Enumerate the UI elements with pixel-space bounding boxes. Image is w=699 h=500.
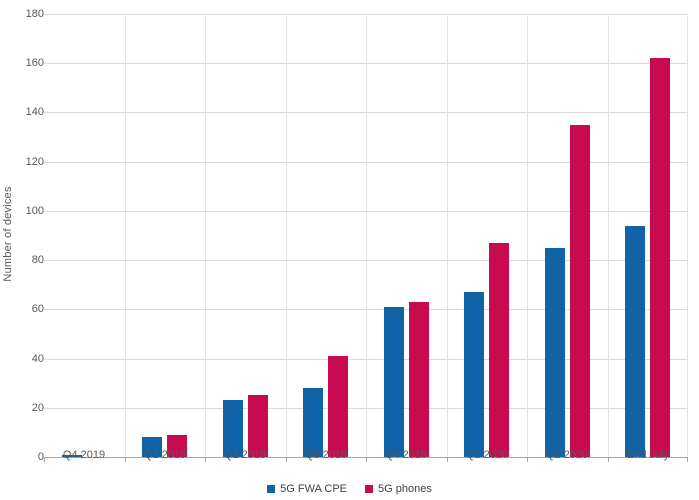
- category-separator: [366, 14, 367, 457]
- bar-5g-fwa-cpe: [303, 388, 323, 457]
- bar-5g-fwa-cpe: [384, 307, 404, 457]
- bar-5g-fwa-cpe: [62, 455, 82, 457]
- category-separator: [125, 14, 126, 457]
- category-separator: [527, 14, 528, 457]
- x-tick-label: Q4 2019: [384, 449, 428, 461]
- x-tick-mark: [527, 457, 528, 462]
- y-tick-label: 0: [37, 451, 44, 463]
- legend-label-5g-fwa-cpe: 5G FWA CPE: [280, 483, 347, 495]
- x-tick-label: Q4 2019: [62, 449, 106, 461]
- y-tick-label: 120: [25, 155, 44, 168]
- bar-5g-fwa-cpe: [223, 400, 243, 457]
- x-tick-mark: [125, 457, 126, 462]
- y-tick-label: 180: [25, 8, 44, 20]
- bar-5g-fwa-cpe: [464, 292, 484, 457]
- bar-5g-phones: [167, 435, 187, 457]
- x-tick-label: Q2 2019: [223, 449, 267, 461]
- legend-swatch-5g-fwa-cpe-icon: [267, 485, 276, 493]
- y-tick-label: 40: [31, 352, 44, 365]
- bar-5g-phones: [328, 356, 348, 457]
- x-tick-label: Q1 2020: [465, 449, 509, 461]
- bar-5g-phones: [570, 125, 590, 457]
- bar-5g-fwa-cpe: [545, 248, 565, 457]
- category-separator: [687, 14, 688, 457]
- x-tick-label: Q2 2020: [545, 449, 589, 461]
- category-separator: [447, 14, 448, 457]
- bar-5g-fwa-cpe: [142, 437, 162, 457]
- bar-5g-fwa-cpe: [625, 226, 645, 457]
- legend-swatch-5g-phones-icon: [365, 485, 373, 493]
- x-tick-mark: [205, 457, 206, 462]
- bar-5g-phones: [248, 395, 268, 457]
- plot-area: [44, 14, 688, 462]
- category-separator: [608, 14, 609, 457]
- x-tick-mark: [286, 457, 287, 462]
- x-tick-mark: [44, 457, 45, 462]
- y-axis-title: Number of devices: [2, 186, 14, 282]
- x-tick-mark: [447, 457, 448, 462]
- category-separator: [286, 14, 287, 457]
- legend-item-5g-phones: 5G phones: [365, 483, 432, 495]
- bar-5g-phones: [650, 58, 670, 457]
- bar-5g-phones: [409, 302, 429, 457]
- bar-5g-phones: [489, 243, 509, 457]
- x-tick-mark: [687, 457, 688, 462]
- x-tick-label: End July: [626, 449, 670, 461]
- x-tick-label: Q3 2019: [304, 449, 348, 461]
- y-tick-label: 140: [25, 106, 44, 119]
- x-tick-label: Q1 2019: [143, 449, 187, 461]
- legend-item-5g-fwa-cpe: 5G FWA CPE: [267, 483, 347, 495]
- y-tick-label: 100: [25, 204, 44, 217]
- y-tick-label: 60: [31, 303, 44, 316]
- y-tick-label: 20: [31, 401, 44, 414]
- x-tick-mark: [608, 457, 609, 462]
- y-tick-label: 160: [25, 57, 44, 70]
- category-separator: [205, 14, 206, 457]
- x-tick-mark: [366, 457, 367, 462]
- legend: 5G FWA CPE 5G phones: [0, 481, 699, 497]
- legend-label-5g-phones: 5G phones: [378, 483, 432, 495]
- y-tick-label: 80: [31, 254, 44, 267]
